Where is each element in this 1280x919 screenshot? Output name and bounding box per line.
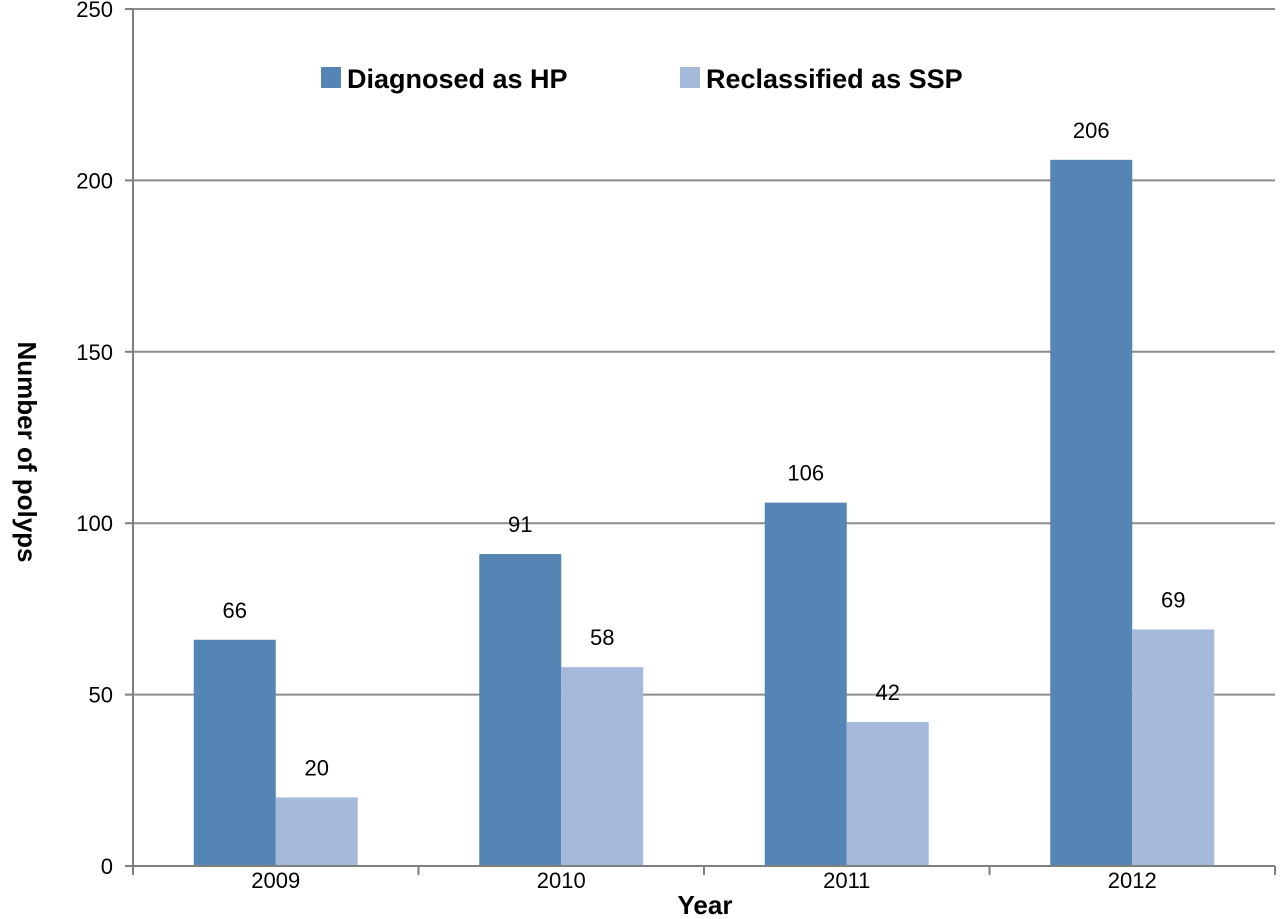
y-tick-label: 250 (76, 0, 113, 22)
bar (479, 554, 562, 866)
data-label: 69 (1161, 587, 1185, 612)
x-tick-label: 2010 (537, 868, 586, 893)
data-labels: 66 20 91 58 106 42 206 69 (223, 118, 1186, 781)
x-tick-label: 2011 (823, 868, 870, 893)
bar (275, 797, 358, 866)
legend-swatch (321, 67, 341, 88)
bar (1050, 159, 1133, 866)
data-label: 206 (1073, 118, 1110, 143)
data-label: 66 (223, 598, 247, 623)
bar (561, 667, 644, 866)
legend-swatch (680, 67, 700, 88)
data-label: 106 (787, 461, 824, 486)
legend-label: Diagnosed as HP (347, 64, 568, 94)
y-tick-label: 150 (76, 340, 113, 365)
data-label: 20 (305, 755, 329, 780)
y-axis-title: Number of polyps (12, 341, 42, 562)
bar (846, 722, 929, 866)
x-tick-label: 2012 (1108, 868, 1157, 893)
axes (125, 8, 1276, 875)
bar (764, 502, 847, 866)
y-tick-label: 50 (89, 683, 113, 708)
legend: Diagnosed as HP Reclassified as SSP (321, 64, 963, 94)
legend-label: Reclassified as SSP (706, 64, 963, 94)
x-tick-label: 2009 (251, 868, 300, 893)
data-label: 42 (876, 680, 900, 705)
bars (193, 159, 1215, 866)
y-tick-label: 100 (76, 511, 113, 536)
tick-labels: 0 50 100 150 200 250 2009 2010 2011 2012 (76, 0, 1156, 893)
bar (193, 639, 276, 866)
y-tick-label: 200 (76, 168, 113, 193)
data-label: 91 (508, 512, 532, 537)
y-tick-label: 0 (101, 854, 113, 879)
bar (1132, 629, 1215, 866)
data-label: 58 (590, 625, 614, 650)
x-axis-title: Year (678, 890, 733, 919)
